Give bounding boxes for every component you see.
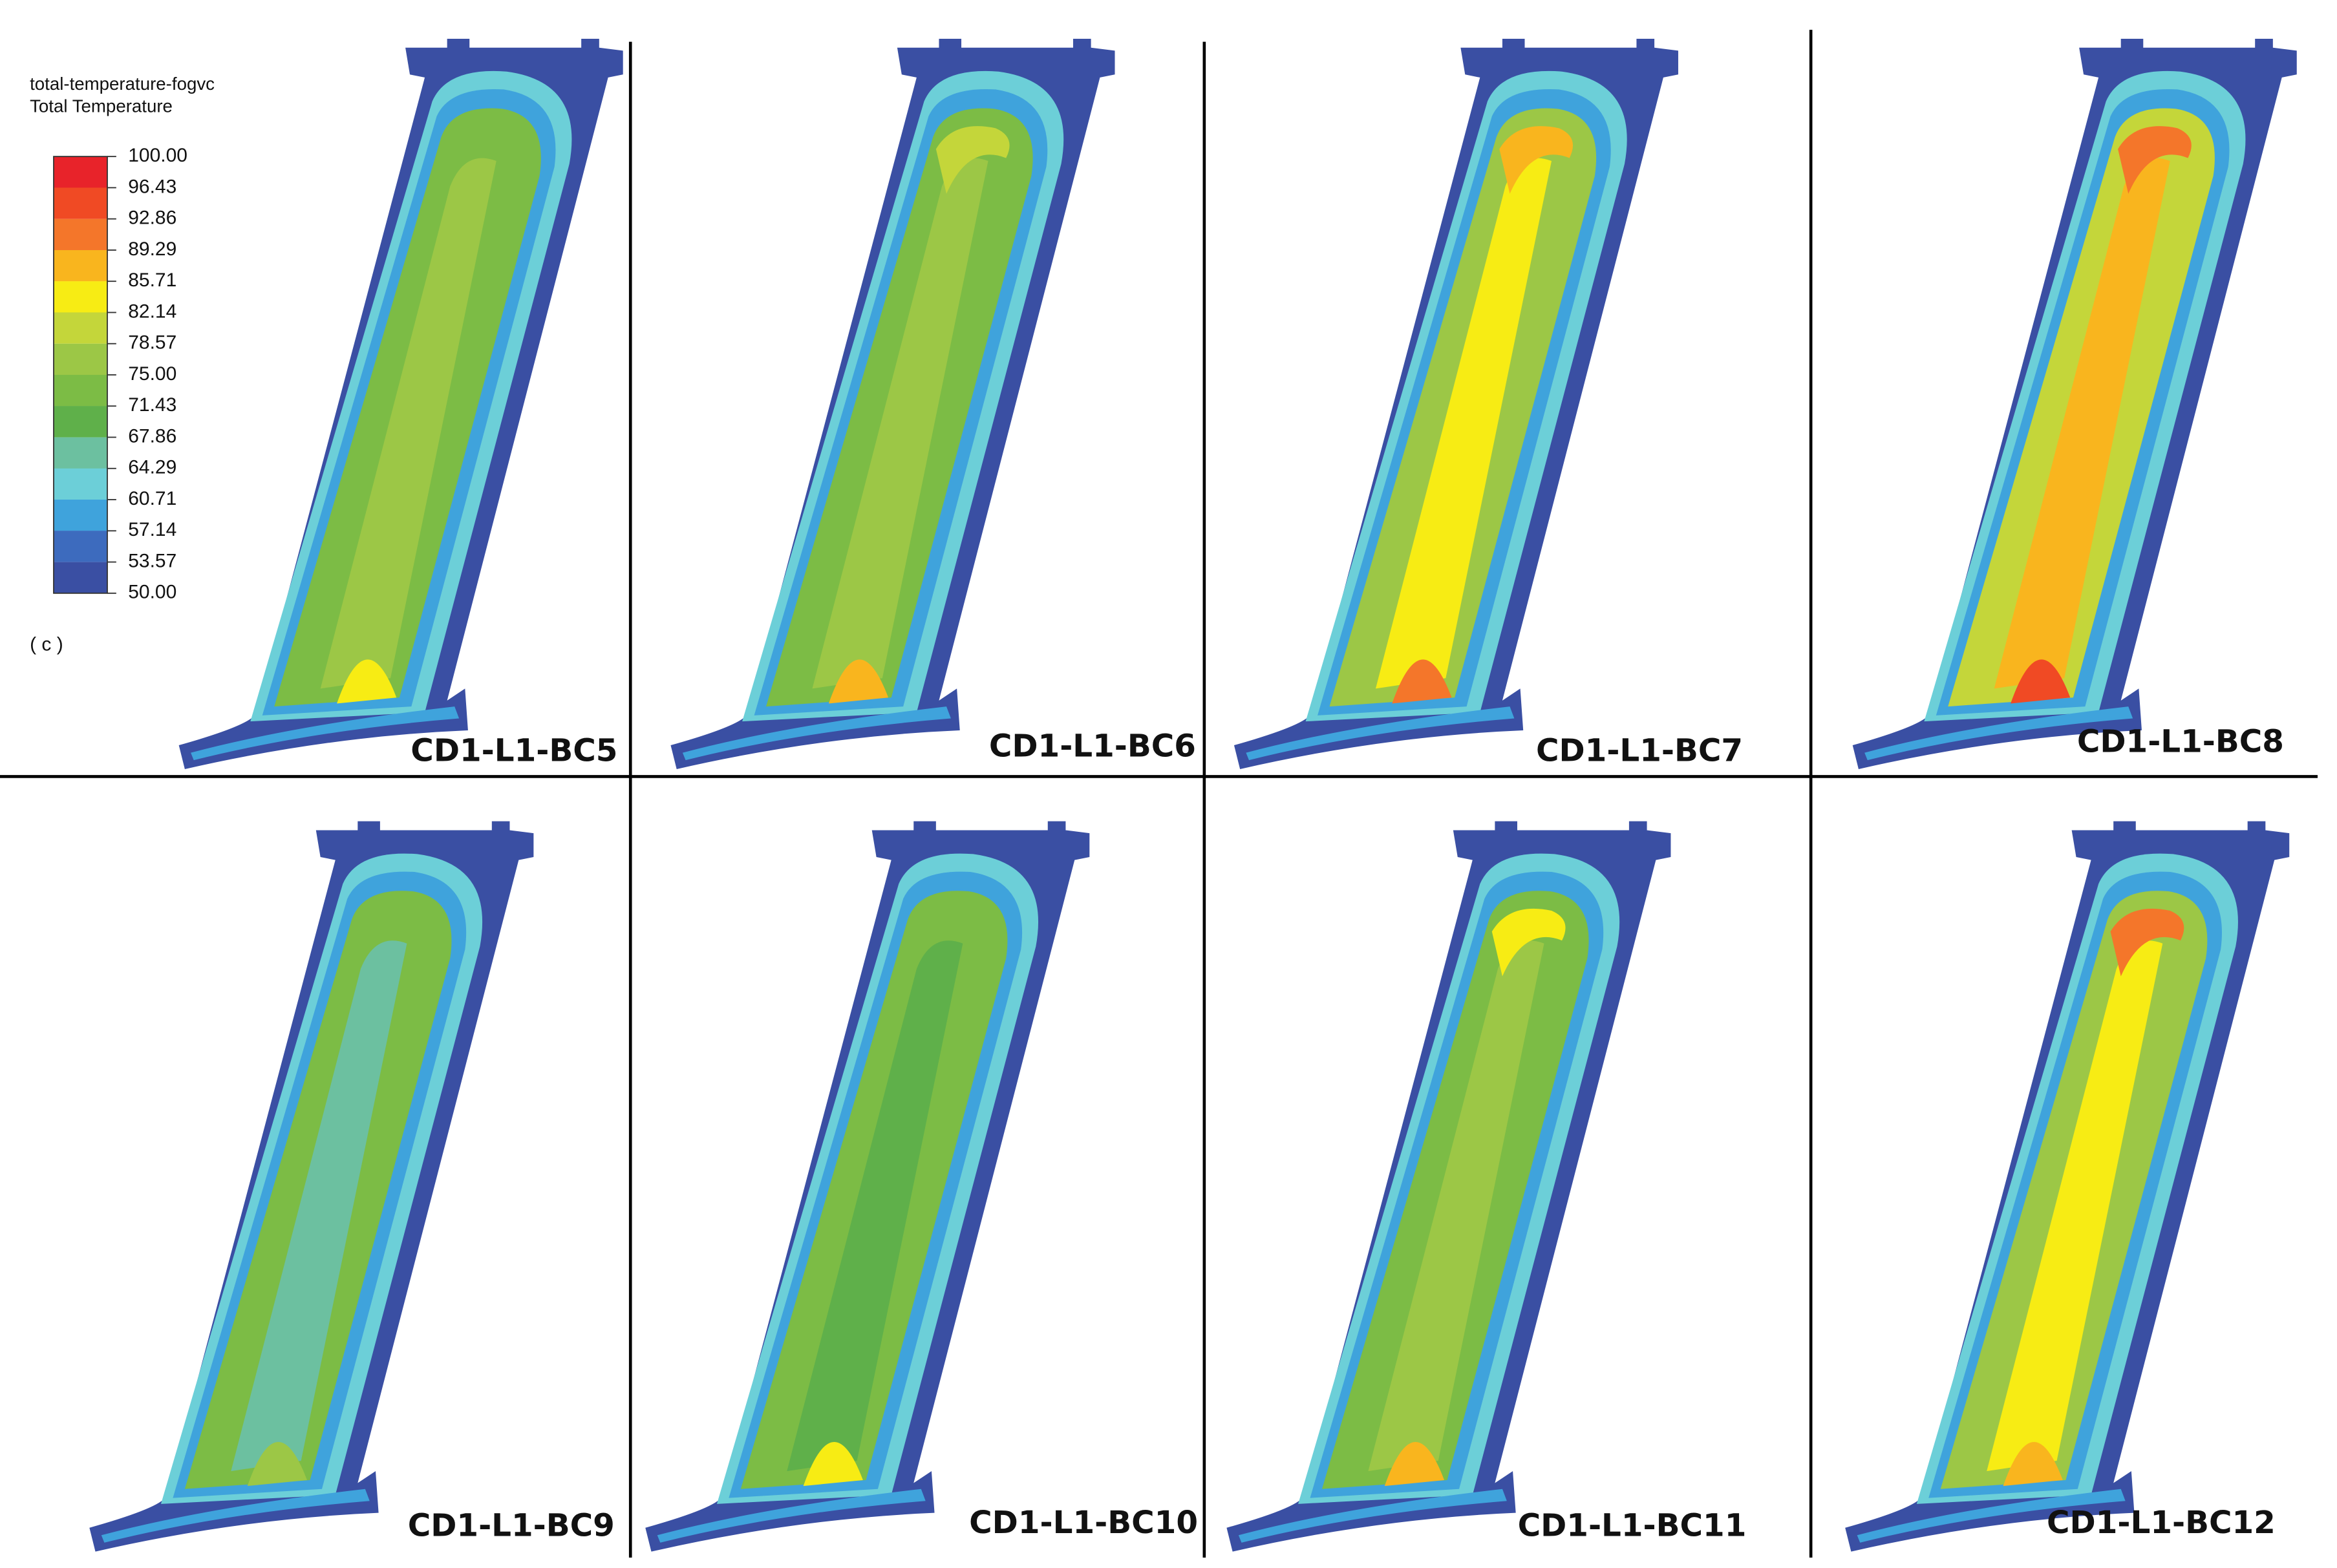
legend-title: total-temperature-fogvc	[30, 74, 215, 94]
panel-bc6	[670, 38, 1115, 769]
legend-label: 57.14	[128, 519, 176, 540]
panel-bc11	[1226, 821, 1671, 1552]
panel-bc8	[1852, 38, 2297, 769]
panel-caption: CD1-L1-BC6	[989, 728, 1196, 765]
legend-label: 82.14	[128, 301, 176, 322]
panel-caption: CD1-L1-BC11	[1518, 1508, 1747, 1544]
legend-label: 60.71	[128, 488, 176, 509]
panel-label: ( c )	[30, 633, 63, 655]
panel-caption: CD1-L1-BC10	[969, 1505, 1198, 1541]
legend-title: Total Temperature	[30, 96, 173, 116]
panel-caption: CD1-L1-BC8	[2077, 724, 2284, 760]
panel-bc9	[89, 821, 534, 1552]
panel-caption: CD1-L1-BC12	[2047, 1505, 2276, 1541]
panel-bc10	[645, 821, 1090, 1552]
legend-label: 67.86	[128, 425, 176, 447]
legend-label: 85.71	[128, 270, 176, 291]
panel-bc7	[1233, 38, 1678, 769]
legend-label: 100.00	[128, 145, 187, 166]
legend-label: 92.86	[128, 207, 176, 229]
panel-caption: CD1-L1-BC5	[411, 733, 617, 769]
legend-label: 89.29	[128, 238, 176, 260]
legend-label: 53.57	[128, 550, 176, 571]
legend-label: 78.57	[128, 332, 176, 354]
panel-bc5	[178, 38, 623, 769]
legend-label: 64.29	[128, 457, 176, 478]
legend-label: 71.43	[128, 394, 176, 416]
legend-label: 75.00	[128, 363, 176, 385]
legend-swatches	[53, 156, 108, 594]
legend-labels: 100.00 96.43 92.86 89.29 85.71 82.14 78.57 75.0…	[107, 145, 187, 603]
panel-bc12	[1845, 821, 2290, 1552]
panel-caption: CD1-L1-BC7	[1536, 733, 1743, 769]
legend: total-temperature-fogvc Total Temperatur…	[30, 74, 215, 655]
legend-label: 96.43	[128, 176, 176, 197]
legend-label: 50.00	[128, 582, 176, 603]
panel-caption: CD1-L1-BC9	[408, 1508, 615, 1544]
